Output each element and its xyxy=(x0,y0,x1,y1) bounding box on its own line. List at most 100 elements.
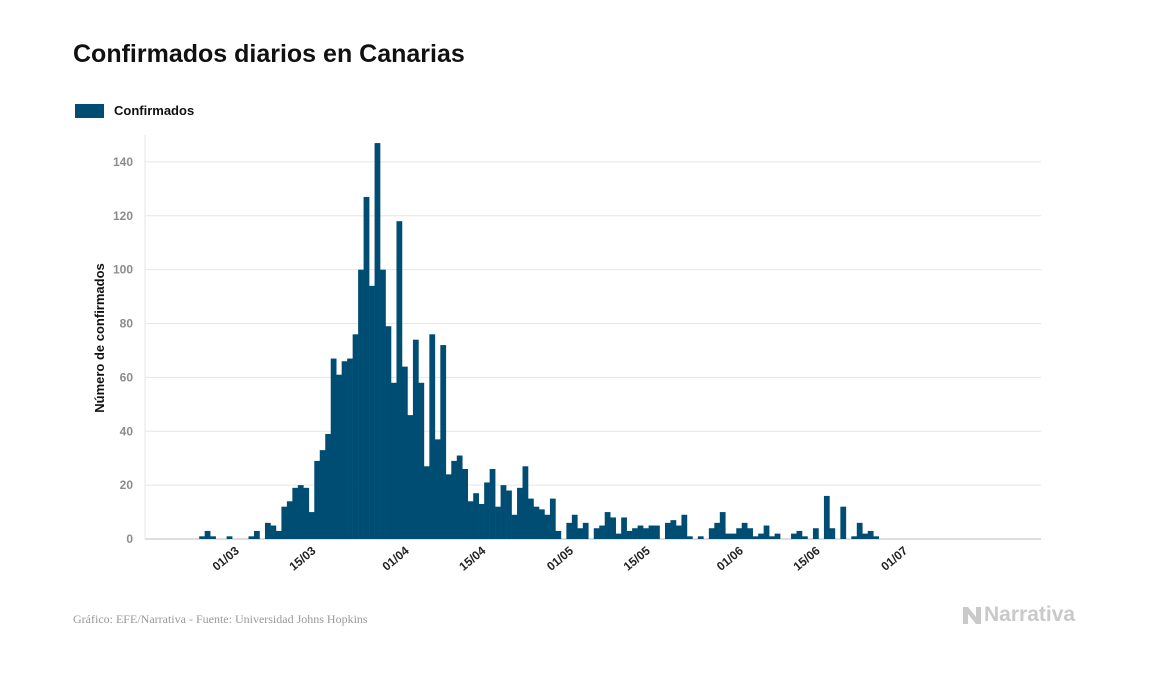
brand-name: Narrativa xyxy=(984,603,1076,626)
bar xyxy=(747,528,753,539)
grid-lines xyxy=(144,135,1041,540)
y-tick-label: 40 xyxy=(120,424,134,438)
bar xyxy=(577,528,584,539)
bar xyxy=(336,374,342,539)
bar xyxy=(686,536,693,539)
bar xyxy=(517,487,523,539)
bar xyxy=(506,490,512,539)
bar xyxy=(418,382,425,539)
y-tick-label: 0 xyxy=(126,532,133,546)
bar xyxy=(725,533,732,539)
bar xyxy=(226,536,233,539)
bar xyxy=(281,506,288,539)
bar xyxy=(391,382,397,539)
legend-label: Confirmados xyxy=(114,103,195,118)
bar xyxy=(500,485,507,539)
bar xyxy=(286,501,293,539)
bar xyxy=(484,482,490,539)
bar xyxy=(396,221,403,539)
bar xyxy=(648,525,655,539)
bar xyxy=(467,501,474,539)
bar xyxy=(610,517,616,539)
bar xyxy=(714,522,721,539)
bar xyxy=(665,522,671,539)
bar xyxy=(347,358,353,539)
bar xyxy=(473,493,479,539)
bar xyxy=(538,509,545,539)
x-tick-label: 01/07 xyxy=(878,543,910,573)
bar xyxy=(303,487,310,539)
bar xyxy=(621,517,627,539)
bar xyxy=(873,536,880,539)
bar xyxy=(248,536,255,539)
x-axis-ticks: 01/03 15/03 01/04 15/04 01/05 15/05 01/06 15/06… xyxy=(210,543,911,573)
source-footer: Gráfico: EFE/Narrativa - Fuente: Univers… xyxy=(73,612,368,626)
bar xyxy=(478,503,485,539)
bar xyxy=(264,522,271,539)
bar xyxy=(199,536,205,539)
bar xyxy=(862,533,869,539)
bar xyxy=(489,468,496,539)
bar xyxy=(736,528,743,539)
bar xyxy=(697,536,704,539)
bar xyxy=(456,455,463,539)
bar xyxy=(802,536,808,539)
bar xyxy=(330,358,337,539)
bar xyxy=(654,525,660,539)
bar xyxy=(823,495,830,539)
bar xyxy=(856,522,863,539)
bar xyxy=(495,506,501,539)
bar xyxy=(270,525,277,539)
y-axis-label: Número de confirmados xyxy=(92,263,107,413)
bar xyxy=(254,530,260,539)
y-tick-label: 120 xyxy=(113,209,133,223)
bar xyxy=(429,334,436,539)
bar xyxy=(796,530,803,539)
bar xyxy=(571,514,578,539)
bar xyxy=(867,530,874,539)
brand: Narrativa xyxy=(962,603,1075,627)
bar xyxy=(840,506,847,539)
bar xyxy=(440,345,447,539)
bar xyxy=(829,528,836,539)
bars xyxy=(199,143,880,539)
bar xyxy=(626,530,633,539)
bar xyxy=(451,460,458,539)
y-axis-ticks: 0 20 40 60 80 100 120 140 xyxy=(113,155,133,546)
bar xyxy=(528,498,534,539)
bar xyxy=(319,450,326,539)
y-tick-label: 80 xyxy=(120,317,134,331)
x-tick-label: 01/05 xyxy=(544,543,576,573)
bar xyxy=(637,525,644,539)
bar xyxy=(204,530,211,539)
bar xyxy=(599,525,606,539)
bar xyxy=(352,334,359,539)
bar xyxy=(210,536,216,539)
y-tick-label: 20 xyxy=(120,478,134,492)
bar xyxy=(615,533,622,539)
bar xyxy=(758,533,764,539)
bar xyxy=(275,530,282,539)
bar xyxy=(555,530,562,539)
bar xyxy=(774,533,781,539)
bar xyxy=(434,439,441,539)
bar xyxy=(423,466,430,539)
bar xyxy=(670,520,677,539)
narrativa-logo-icon xyxy=(963,607,981,624)
bar xyxy=(769,536,775,539)
bar xyxy=(593,528,600,539)
bar xyxy=(292,487,299,539)
bar xyxy=(374,143,381,539)
bar xyxy=(297,485,304,539)
bar xyxy=(549,498,556,539)
bar xyxy=(533,506,540,539)
bar xyxy=(812,528,819,539)
bar xyxy=(582,522,589,539)
x-tick-label: 15/06 xyxy=(791,543,823,573)
bar xyxy=(741,522,748,539)
bar xyxy=(681,514,688,539)
bar xyxy=(314,460,321,539)
bar xyxy=(632,528,638,539)
y-tick-label: 100 xyxy=(113,263,133,277)
